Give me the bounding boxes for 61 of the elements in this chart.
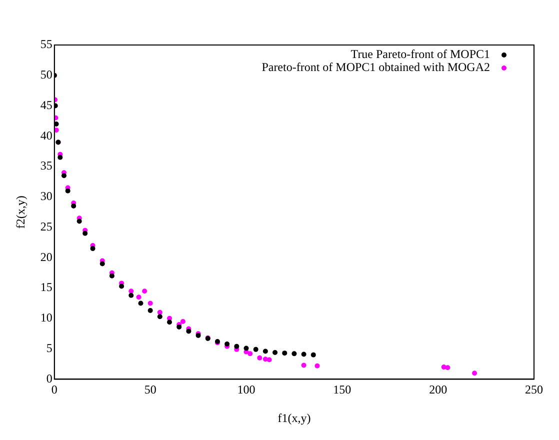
y-tick-label: 5	[46, 340, 52, 355]
point	[54, 128, 59, 133]
point	[128, 292, 134, 298]
point	[262, 348, 268, 354]
point	[109, 273, 114, 278]
point	[248, 351, 253, 356]
point	[148, 308, 153, 314]
y-axis-title: f2(x,y)	[13, 196, 28, 229]
point	[224, 341, 230, 346]
point	[148, 300, 153, 306]
point	[272, 350, 278, 355]
point	[138, 300, 144, 306]
x-axis-title: f1(x,y)	[278, 410, 311, 425]
point	[301, 352, 306, 357]
point	[282, 350, 288, 356]
point	[253, 346, 258, 352]
legend-label: Pareto-front of MOPC1 obtained with MOGA2	[262, 60, 490, 74]
point	[186, 328, 192, 334]
y-tick-label: 50	[40, 68, 52, 82]
point	[472, 370, 478, 376]
point	[266, 357, 272, 362]
point	[292, 351, 297, 356]
point	[301, 362, 306, 368]
y-tick-label: 0	[46, 371, 52, 386]
y-tick-label: 25	[40, 219, 52, 234]
point	[445, 365, 450, 370]
y-tick-label: 40	[40, 128, 52, 142]
y-tick-label: 35	[40, 158, 52, 173]
x-tick-label: 200	[429, 382, 448, 397]
point	[82, 230, 88, 236]
x-tick-label: 150	[333, 382, 352, 397]
point	[234, 344, 240, 349]
point	[58, 154, 63, 160]
point	[157, 314, 162, 320]
point	[180, 318, 186, 324]
point	[157, 310, 162, 315]
point	[142, 288, 148, 294]
legend-label: True Pareto-front of MOPC1	[350, 47, 490, 62]
point	[136, 294, 142, 300]
point	[167, 320, 172, 325]
point	[90, 246, 96, 252]
y-tick-label: 15	[40, 280, 52, 294]
y-tick-label: 55	[40, 37, 52, 52]
point	[244, 346, 249, 351]
y-tick-label: 45	[40, 98, 52, 112]
point	[119, 284, 124, 289]
y-tick-label: 20	[40, 250, 52, 264]
x-tick-label: 250	[525, 382, 543, 397]
point	[61, 173, 66, 178]
y-tick-label: 30	[40, 189, 52, 204]
x-tick-label: 100	[237, 382, 256, 397]
point	[257, 355, 262, 360]
point	[76, 218, 82, 224]
point	[100, 261, 105, 266]
y-tick-label: 10	[40, 310, 52, 325]
point	[71, 204, 76, 209]
point	[314, 363, 320, 368]
point	[128, 288, 134, 294]
x-tick-label: 50	[144, 382, 156, 397]
point	[310, 352, 316, 358]
point	[65, 188, 70, 194]
